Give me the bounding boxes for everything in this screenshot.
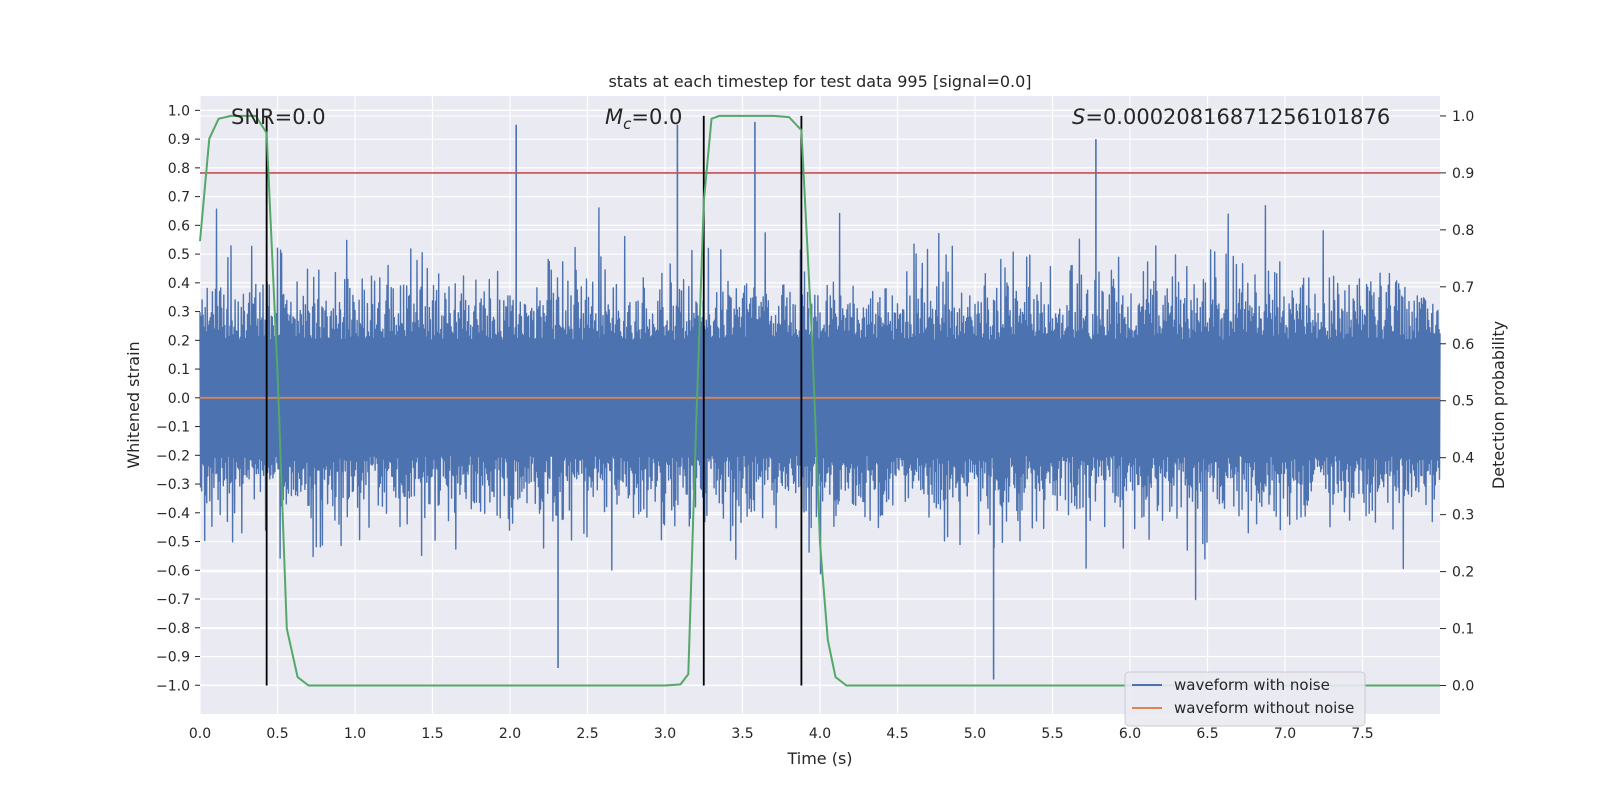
x-tick-label: 1.0 [344,726,366,742]
y-tick-label: −0.4 [156,506,190,522]
s-value: =0.00020816871256101876 [1085,105,1390,129]
chirp-mass-annotation: Mc=0.0 [605,105,682,133]
x-tick-label: 6.5 [1196,726,1218,742]
mc-symbol: M [605,105,623,129]
x-tick-label: 0.5 [266,726,288,742]
y-right-tick-label: 0.6 [1452,337,1474,353]
x-tick-label: 4.0 [809,726,831,742]
x-tick-label: 7.5 [1351,726,1373,742]
y-tick-label: 0.0 [168,391,190,407]
lines-layer [199,114,1440,687]
y-tick-label: −0.5 [156,535,190,551]
x-tick-label: 5.0 [964,726,986,742]
y-tick-label: 0.4 [168,276,190,292]
y-tick-label: 0.9 [168,132,190,148]
snr-annotation: SNR=0.0 [231,105,326,129]
y-tick-label: 0.2 [168,333,190,349]
y-tick-label: 0.1 [168,362,190,378]
x-tick-label: 2.0 [499,726,521,742]
legend-box [1124,671,1366,727]
y-tick-label: 1.0 [168,103,190,119]
y-tick-label: −0.8 [156,621,190,637]
y-right-tick-label: 0.0 [1452,679,1474,695]
y-right-tick-label: 0.1 [1452,622,1474,638]
x-tick-label: 2.5 [576,726,598,742]
right-y-axis-label: Detection probability [1489,321,1508,489]
waveform-with-noise-line [199,205,1441,601]
y-tick-label: −0.9 [156,650,190,666]
x-tick-label: 0.0 [189,726,211,742]
s-symbol: S [1072,105,1085,129]
detection-probability-line [199,114,1440,687]
x-tick-label: 6.0 [1119,726,1141,742]
y-right-tick-label: 0.2 [1452,565,1474,581]
y-tick-label: 0.8 [168,161,190,177]
mc-value: =0.0 [631,105,682,129]
y-axis-label: Whitened strain [124,341,143,468]
legend: waveform with noise waveform without noi… [1124,671,1366,727]
s-annotation: S=0.00020816871256101876 [1072,105,1390,129]
x-tick-label: 3.0 [654,726,676,742]
y-tick-label: 0.3 [168,305,190,321]
right-y-ticks: 1.0 0.9 0.8 0.7 0.6 0.5 0.4 0.3 0.2 0.1 0.0 [1440,109,1474,695]
y-tick-label: −1.0 [156,678,190,694]
y-tick-label: 0.7 [168,190,190,206]
x-tick-label: 7.0 [1274,726,1296,742]
left-y-ticks: 1.0 0.9 0.8 0.7 0.6 0.5 0.4 0.3 0.2 0.1 0.0 −0.1 −0.… [156,103,200,694]
y-tick-label: −0.1 [156,420,190,436]
x-tick-label: 3.5 [731,726,753,742]
x-tick-label: 4.5 [886,726,908,742]
chart-title: stats at each timestep for test data 995… [608,72,1031,91]
y-tick-label: 0.6 [168,218,190,234]
legend-label-waveform-with-noise: waveform with noise [1174,676,1330,694]
x-tick-label: 5.5 [1041,726,1063,742]
y-right-tick-label: 0.8 [1452,223,1474,239]
y-right-tick-label: 0.4 [1452,451,1474,467]
y-right-tick-label: 0.7 [1452,280,1474,296]
y-right-tick-label: 1.0 [1452,109,1474,125]
y-tick-label: −0.2 [156,448,190,464]
x-tick-label: 1.5 [421,726,443,742]
y-right-tick-label: 0.3 [1452,508,1474,524]
x-axis-label: Time (s) [786,749,852,768]
legend-label-waveform-without-noise: waveform without noise [1174,699,1354,717]
x-ticks: 0.0 0.5 1.0 1.5 2.0 2.5 3.0 3.5 4.0 4.5 5.0 5.5 6.0 6… [189,726,1374,742]
y-tick-label: 0.5 [168,247,190,263]
y-tick-label: −0.3 [156,477,190,493]
y-right-tick-label: 0.9 [1452,166,1474,182]
y-tick-label: −0.7 [156,592,190,608]
mc-subscript: c [623,115,632,133]
y-right-tick-label: 0.5 [1452,394,1474,410]
y-tick-label: −0.6 [156,563,190,579]
